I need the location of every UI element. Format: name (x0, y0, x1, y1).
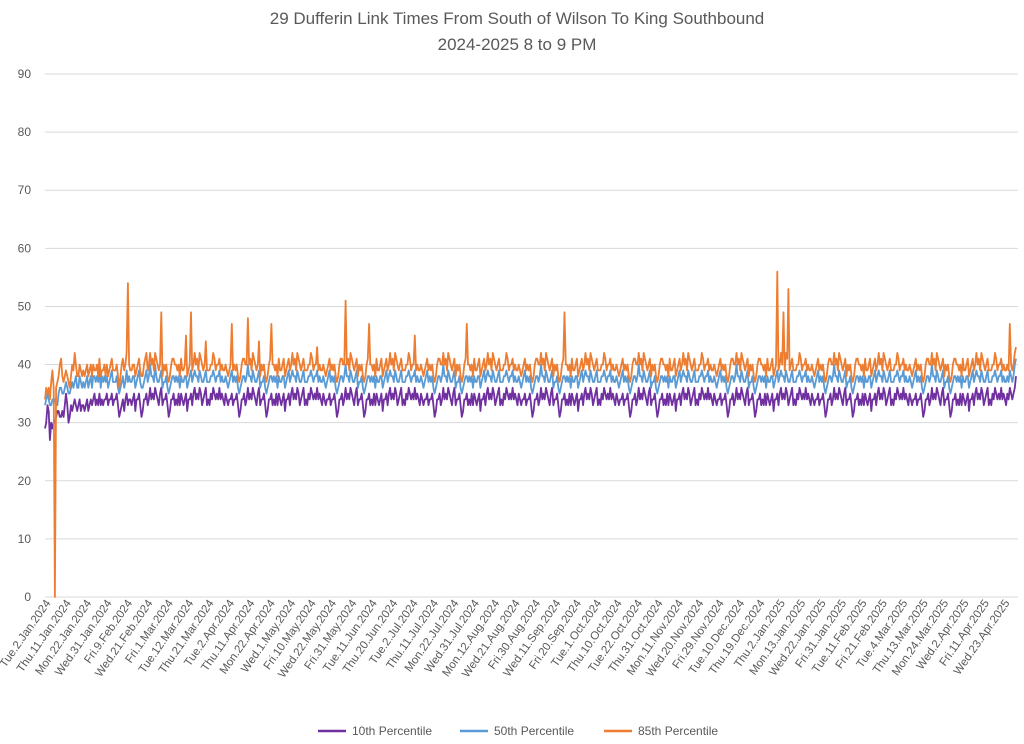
legend-label: 50th Percentile (494, 724, 574, 738)
y-tick-label: 0 (24, 590, 31, 604)
y-tick-label: 10 (18, 532, 32, 546)
y-tick-label: 70 (18, 183, 32, 197)
y-axis: 0 10 20 30 40 50 60 70 80 90 (18, 67, 32, 604)
x-axis: Tue.2.Jan.2024Thu.11.Jan.2024Mon.22.Jan.… (0, 597, 1012, 680)
series-lines (44, 270, 1017, 598)
chart-title: 29 Dufferin Link Times From South of Wil… (270, 9, 765, 28)
series-line-1 (44, 376, 1017, 441)
chart-subtitle: 2024-2025 8 to 9 PM (438, 35, 597, 54)
y-tick-label: 40 (18, 358, 32, 372)
y-tick-label: 80 (18, 125, 32, 139)
y-tick-label: 20 (18, 474, 32, 488)
y-tick-label: 30 (18, 416, 32, 430)
gridlines (45, 73, 1018, 598)
legend-label: 85th Percentile (638, 724, 718, 738)
series-line-2 (44, 358, 1017, 407)
series-line-3 (44, 270, 1017, 598)
y-tick-label: 60 (18, 241, 32, 255)
legend: 10th Percentile 50th Percentile 85th Perce… (318, 724, 718, 738)
y-tick-label: 50 (18, 299, 32, 313)
legend-label: 10th Percentile (352, 724, 432, 738)
y-tick-label: 90 (18, 67, 32, 81)
